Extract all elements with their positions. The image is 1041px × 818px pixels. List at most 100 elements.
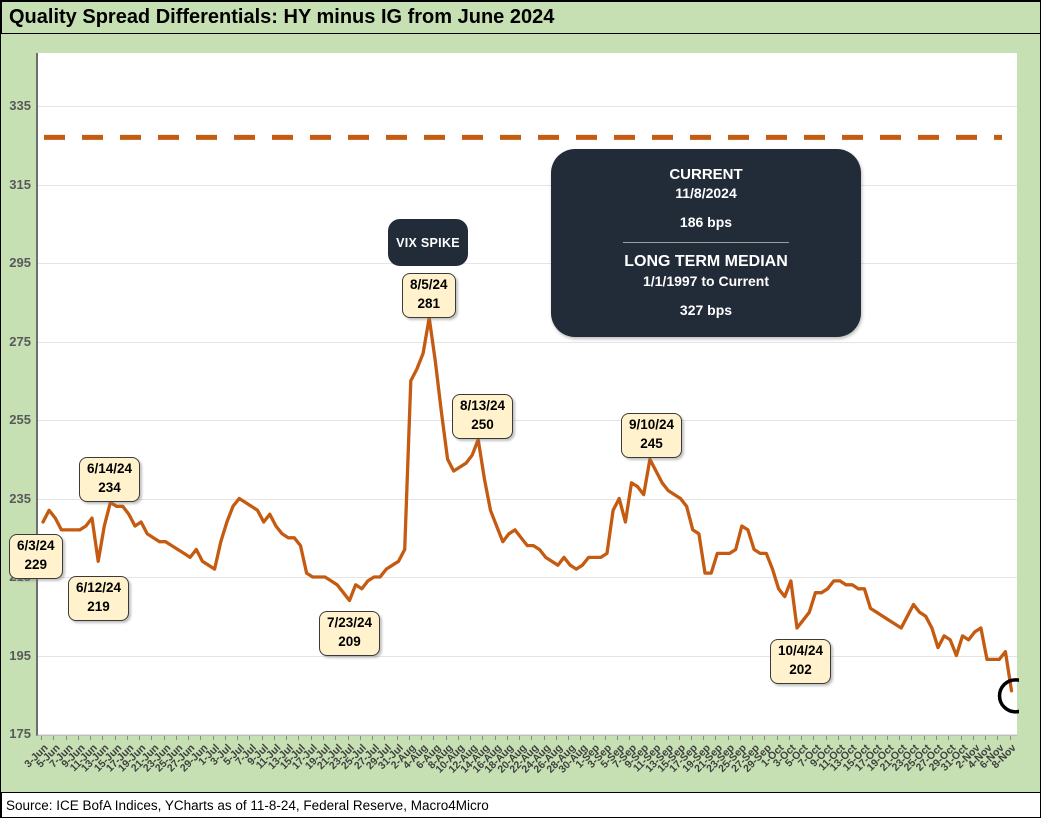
x-axis-tick — [801, 736, 803, 740]
x-axis-tick — [776, 736, 778, 740]
x-axis-tick — [372, 736, 374, 740]
median-value: 327 bps — [679, 302, 733, 318]
x-axis-tick — [408, 736, 410, 740]
x-axis-tick — [384, 736, 386, 740]
gridline-y-315 — [38, 184, 1017, 186]
callout-value: 219 — [87, 598, 110, 614]
callout-date: 9/10/24 — [629, 417, 675, 432]
callout-value: 250 — [471, 416, 494, 432]
gridline-y-255 — [38, 420, 1017, 421]
callout-9-10-24: 9/10/24 245 — [621, 413, 683, 458]
callout-7-23-24: 7/23/24 209 — [319, 611, 381, 656]
x-axis-tick — [788, 736, 790, 740]
x-axis-tick — [261, 736, 263, 740]
x-axis-tick — [470, 736, 472, 740]
current-label: CURRENT — [669, 166, 743, 183]
x-axis-tick — [703, 736, 705, 740]
x-axis-tick — [690, 736, 692, 740]
callout-date: 8/13/24 — [460, 398, 506, 413]
x-axis-tick — [77, 736, 79, 740]
callout-date: 8/5/24 — [410, 277, 448, 292]
x-axis-tick — [359, 736, 361, 740]
x-axis-tick — [654, 736, 655, 740]
callout-8-13-24: 8/13/24 250 — [452, 394, 514, 439]
x-axis-tick — [175, 736, 177, 740]
x-axis-tick — [862, 736, 864, 740]
source-bar: Source: ICE BofA Indices, YCharts as of … — [1, 792, 1040, 817]
x-axis-tick — [102, 736, 104, 740]
stats-info-box: CURRENT 11/8/2024 186 bps LONG TERM MEDI… — [551, 149, 861, 337]
y-axis-label-315: 315 — [9, 176, 31, 192]
x-axis-tick — [421, 736, 423, 740]
x-axis-tick — [752, 736, 754, 740]
x-axis-tick — [310, 736, 312, 740]
x-axis-tick — [543, 736, 545, 740]
x-axis-tick — [555, 736, 557, 740]
x-axis-tick — [727, 736, 729, 740]
x-axis-tick — [200, 736, 202, 740]
callout-8-5-24: 8/5/24 281 — [402, 273, 456, 318]
x-axis-tick — [972, 736, 974, 740]
callout-6-14-24: 6/14/24 234 — [79, 457, 141, 502]
gridline-y-215 — [38, 577, 1017, 578]
x-axis-tick — [666, 736, 668, 740]
x-axis-tick — [445, 736, 447, 740]
y-axis-label-295: 295 — [9, 255, 31, 270]
callout-6-3-24: 6/3/24 229 — [9, 534, 63, 579]
y-axis-label-335: 335 — [9, 98, 31, 113]
x-axis-tick — [629, 736, 631, 740]
x-axis-tick — [519, 736, 521, 740]
x-axis-tick — [715, 736, 717, 740]
x-axis-tick — [825, 736, 827, 740]
callout-date: 6/14/24 — [87, 461, 133, 476]
current-date: 11/8/2024 — [675, 185, 737, 201]
x-axis-tick — [506, 736, 508, 740]
vix-spike-label: VIX SPIKE — [396, 235, 460, 250]
gridline-y-235 — [38, 498, 1017, 500]
x-axis-tick — [531, 736, 533, 740]
x-axis-tick — [90, 736, 92, 740]
y-axis-label-195: 195 — [9, 647, 31, 663]
y-axis-label-175: 175 — [9, 726, 31, 741]
x-axis-tick — [678, 736, 680, 740]
y-axis-label-255: 255 — [9, 412, 31, 427]
callout-value: 229 — [24, 556, 48, 572]
x-axis-tick — [482, 736, 484, 740]
info-box-divider — [623, 242, 789, 243]
x-axis-tick — [641, 736, 643, 740]
median-label: LONG TERM MEDIAN — [624, 253, 788, 270]
gridline-y-335 — [38, 106, 1017, 107]
x-axis-tick — [298, 736, 300, 740]
x-axis-tick — [568, 736, 570, 740]
page-title: Quality Spread Differentials: HY minus I… — [9, 6, 555, 28]
x-axis-tick — [960, 736, 962, 740]
x-axis-tick — [151, 736, 153, 740]
x-axis-tick — [764, 736, 766, 740]
x-axis-tick — [212, 736, 214, 740]
x-axis-tick — [739, 736, 741, 740]
x-axis-tick — [592, 736, 594, 740]
callout-date: 7/23/24 — [327, 615, 373, 630]
x-axis-tick — [850, 736, 852, 740]
x-axis-tick — [322, 736, 324, 740]
callout-date: 6/12/24 — [76, 580, 122, 595]
current-value: 186 bps — [679, 214, 733, 230]
x-axis-tick — [433, 736, 435, 740]
x-axis-tick — [923, 736, 925, 740]
x-axis-tick — [911, 736, 913, 740]
median-range: 1/1/1997 to Current — [642, 273, 770, 289]
plot-area — [36, 53, 1019, 736]
x-axis-tick — [163, 736, 165, 740]
x-axis-tick — [237, 736, 239, 740]
x-axis-tick — [335, 736, 337, 740]
x-axis-tick — [948, 736, 950, 740]
x-axis-tick — [985, 736, 987, 740]
y-axis-label-275: 275 — [9, 333, 31, 349]
x-axis-tick — [114, 736, 116, 740]
x-axis-tick — [126, 736, 128, 740]
x-axis-tick — [997, 736, 999, 740]
x-axis-tick — [1009, 736, 1011, 740]
x-axis-tick — [935, 736, 937, 740]
spread-line-series — [41, 316, 1014, 693]
